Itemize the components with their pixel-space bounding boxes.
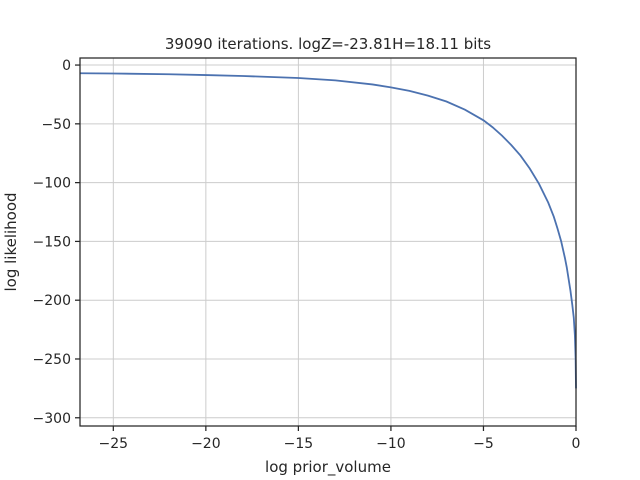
x-tick-label: −5 bbox=[473, 436, 494, 452]
x-tick-label: −15 bbox=[284, 436, 314, 452]
y-tick-label: −300 bbox=[33, 411, 71, 427]
y-tick-label: −50 bbox=[41, 117, 71, 133]
y-tick-label: 0 bbox=[62, 58, 71, 74]
y-tick-label: −250 bbox=[33, 352, 71, 368]
y-axis-label: log likelihood bbox=[2, 192, 20, 291]
x-axis: −25 −20 −15 −10 −5 0 bbox=[99, 426, 581, 452]
x-tick-label: −20 bbox=[191, 436, 221, 452]
chart-title: 39090 iterations. logZ=-23.81H=18.11 bit… bbox=[165, 35, 491, 53]
series-group bbox=[79, 72, 577, 389]
series-line bbox=[79, 72, 577, 389]
x-axis-label: log prior_volume bbox=[265, 458, 391, 477]
x-tick-label: 0 bbox=[572, 436, 581, 452]
y-tick-label: −200 bbox=[33, 293, 71, 309]
x-tick-label: −10 bbox=[376, 436, 406, 452]
y-tick-label: −100 bbox=[33, 176, 71, 192]
y-axis: 0 −50 −100 −150 −200 −250 −300 bbox=[33, 58, 80, 427]
x-tick-label: −25 bbox=[99, 436, 129, 452]
y-tick-label: −150 bbox=[33, 234, 71, 250]
